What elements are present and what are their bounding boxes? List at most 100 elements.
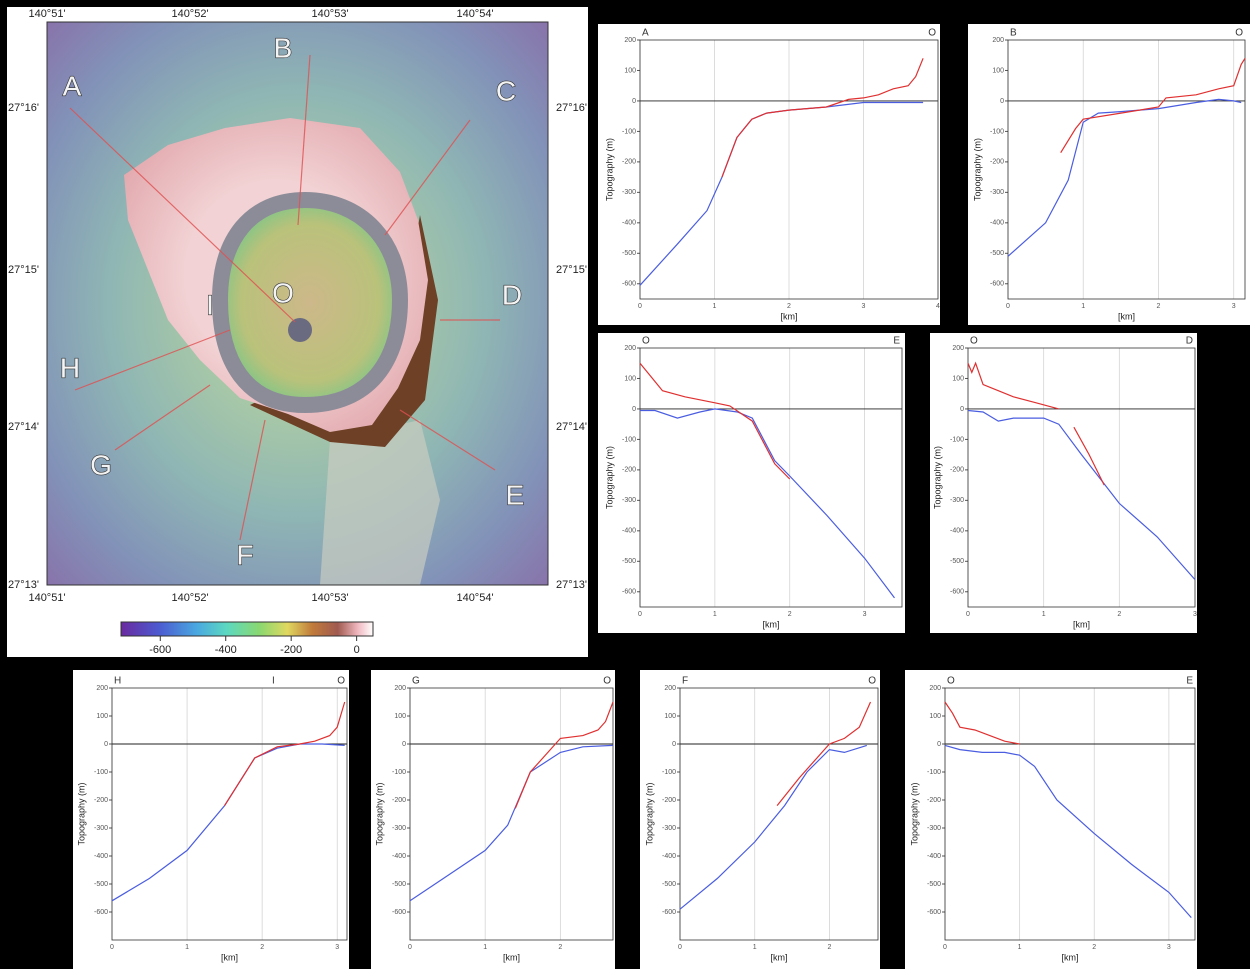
y-tick-label: -200 [662, 797, 676, 804]
x-axis-label: [km] [1062, 952, 1079, 962]
profile-chart: 01232001000-100-200-300-400-500-600HOI[k… [73, 670, 349, 969]
lat-label: 27°13' [8, 579, 39, 591]
section-start-label: F [682, 676, 688, 687]
section-start-label: O [970, 336, 978, 347]
y-tick-label: -500 [662, 881, 676, 888]
y-tick-label: -300 [927, 825, 941, 832]
x-tick-label: 1 [483, 944, 487, 951]
y-tick-label: 200 [664, 685, 676, 692]
x-tick-label: 2 [260, 944, 264, 951]
y-tick-label: -300 [950, 497, 964, 504]
section-start-label: O [642, 336, 650, 347]
section-start-label: A [642, 28, 649, 39]
section-end-label: D [1186, 336, 1193, 347]
caldera [220, 200, 400, 405]
y-axis-label: Topography (m) [604, 446, 614, 509]
x-tick-label: 1 [1018, 944, 1022, 951]
section-end-label: O [928, 28, 936, 39]
profile-label: A [63, 70, 82, 101]
y-tick-label: 0 [672, 741, 676, 748]
x-tick-label: 0 [966, 611, 970, 618]
y-tick-label: -300 [392, 825, 406, 832]
profile-chart: 012342001000-100-200-300-400-500-600AO[k… [598, 24, 940, 325]
chart-panel [371, 670, 615, 969]
x-axis-label: [km] [503, 952, 520, 962]
y-tick-label: 0 [632, 98, 636, 105]
x-tick-label: 3 [1232, 303, 1236, 310]
x-tick-label: 0 [1006, 303, 1010, 310]
y-tick-label: -200 [622, 159, 636, 166]
y-tick-label: -200 [950, 467, 964, 474]
y-tick-label: -200 [622, 467, 636, 474]
section-start-label: H [114, 676, 121, 687]
y-axis-label: Topography (m) [76, 782, 86, 845]
chart-panel [640, 670, 880, 969]
lat-label: 27°16' [8, 102, 39, 114]
x-tick-label: 1 [1081, 303, 1085, 310]
profile-label: I [206, 289, 214, 320]
chart-panel [73, 670, 349, 969]
colorbar-tick-label: 0 [354, 644, 360, 656]
lon-label: 140°54' [456, 8, 493, 20]
x-tick-label: 1 [713, 303, 717, 310]
section-start-label: G [412, 676, 420, 687]
y-tick-label: -500 [94, 881, 108, 888]
x-tick-label: 2 [827, 944, 831, 951]
y-tick-label: -600 [927, 909, 941, 916]
x-axis-label: [km] [1073, 619, 1090, 629]
profile-label: C [496, 75, 516, 106]
y-tick-label: 200 [952, 345, 964, 352]
map [47, 22, 548, 585]
x-tick-label: 2 [788, 611, 792, 618]
chart-panel [598, 333, 905, 633]
x-tick-label: 1 [753, 944, 757, 951]
y-tick-label: -500 [392, 881, 406, 888]
colorbar-tick-label: -400 [215, 644, 237, 656]
y-tick-label: -600 [392, 909, 406, 916]
y-tick-label: -600 [950, 589, 964, 596]
y-tick-label: 100 [664, 713, 676, 720]
x-tick-label: 3 [862, 303, 866, 310]
y-tick-label: -200 [990, 159, 1004, 166]
y-tick-label: -100 [662, 769, 676, 776]
y-tick-label: -500 [927, 881, 941, 888]
x-tick-label: 0 [110, 944, 114, 951]
y-tick-label: -600 [622, 281, 636, 288]
x-tick-label: 4 [936, 303, 940, 310]
y-axis-label: Topography (m) [972, 138, 982, 201]
profile-label: D [502, 279, 522, 310]
y-tick-label: -500 [622, 558, 636, 565]
section-start-label: B [1010, 28, 1017, 39]
y-tick-label: -400 [94, 853, 108, 860]
profile-label: H [60, 352, 80, 383]
y-tick-label: -400 [622, 220, 636, 227]
lon-label: 140°53' [311, 592, 348, 604]
y-tick-label: -300 [622, 497, 636, 504]
x-tick-label: 2 [1092, 944, 1096, 951]
x-tick-label: 0 [638, 303, 642, 310]
profile-chart: 0122001000-100-200-300-400-500-600GO[km]… [371, 670, 615, 969]
section-end-label: E [893, 336, 900, 347]
crater [288, 318, 312, 342]
profile-chart: 01232001000-100-200-300-400-500-600BO[km… [968, 24, 1250, 325]
x-tick-label: 2 [558, 944, 562, 951]
y-tick-label: 200 [929, 685, 941, 692]
chart-panel [905, 670, 1197, 969]
y-tick-label: -100 [622, 128, 636, 135]
y-tick-label: -300 [990, 189, 1004, 196]
chart-panel [930, 333, 1197, 633]
section-end-label: E [1186, 676, 1193, 687]
y-tick-label: -400 [662, 853, 676, 860]
y-tick-label: 200 [96, 685, 108, 692]
y-tick-label: -100 [94, 769, 108, 776]
y-tick-label: -500 [622, 250, 636, 257]
x-tick-label: 0 [943, 944, 947, 951]
x-tick-label: 1 [713, 611, 717, 618]
x-tick-label: 3 [335, 944, 339, 951]
x-tick-label: 3 [1193, 611, 1197, 618]
y-tick-label: -500 [950, 558, 964, 565]
y-axis-label: Topography (m) [604, 138, 614, 201]
lon-label: 140°52' [171, 592, 208, 604]
